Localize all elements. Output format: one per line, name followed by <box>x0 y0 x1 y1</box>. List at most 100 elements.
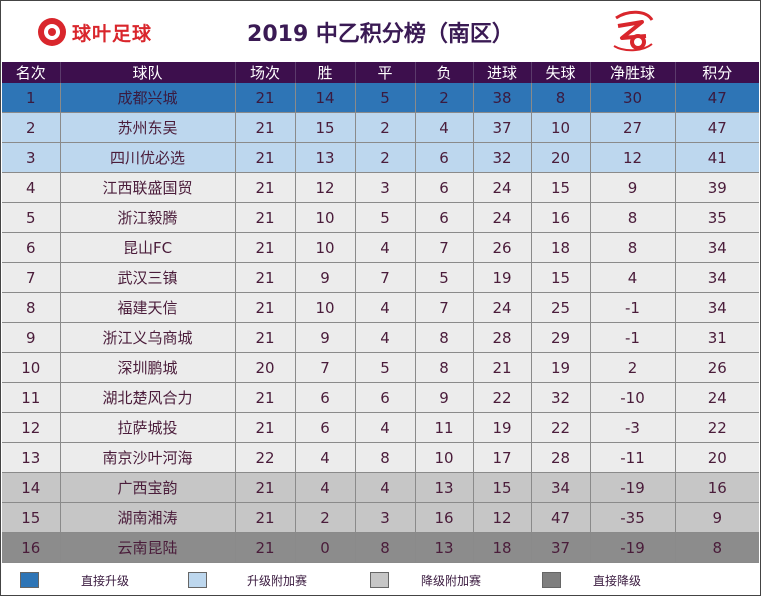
cell-rank: 1 <box>2 83 61 113</box>
cell-win: 6 <box>295 412 356 443</box>
legend-swatch <box>188 572 207 588</box>
cell-pts: 47 <box>675 112 759 143</box>
cell-ga: 37 <box>531 532 591 563</box>
cell-rank: 13 <box>2 442 61 473</box>
cell-gf: 24 <box>473 172 532 203</box>
cell-gd: 2 <box>590 352 676 383</box>
table-row: 8 福建天信 21 10 4 7 24 25 -1 34 <box>2 292 759 323</box>
cell-pts: 34 <box>675 232 759 263</box>
cell-team: 拉萨城投 <box>60 412 236 443</box>
brand-logo: 球叶足球 <box>38 14 152 50</box>
cell-pts: 35 <box>675 202 759 233</box>
cell-draw: 7 <box>355 262 416 293</box>
cell-pts: 34 <box>675 262 759 293</box>
cell-pts: 31 <box>675 322 759 353</box>
cell-played: 21 <box>235 142 296 173</box>
cell-played: 21 <box>235 112 296 143</box>
cell-team: 深圳鹏城 <box>60 352 236 383</box>
cell-pts: 34 <box>675 292 759 323</box>
cell-win: 15 <box>295 112 356 143</box>
cell-ga: 28 <box>531 442 591 473</box>
column-header: 积分 <box>675 62 759 83</box>
cell-win: 13 <box>295 142 356 173</box>
table-row: 3 四川优必选 21 13 2 6 32 20 12 41 <box>2 142 759 173</box>
cell-team: 湖北楚风合力 <box>60 382 236 413</box>
cell-gf: 15 <box>473 472 532 503</box>
table-row: 9 浙江义乌商城 21 9 4 8 28 29 -1 31 <box>2 322 759 353</box>
table-row: 14 广西宝韵 21 4 4 13 15 34 -19 16 <box>2 472 759 503</box>
legend-label: 直接降级 <box>593 573 642 588</box>
cell-played: 20 <box>235 352 296 383</box>
cell-gd: 8 <box>590 202 676 233</box>
cell-played: 21 <box>235 382 296 413</box>
cell-ga: 20 <box>531 142 591 173</box>
cell-draw: 3 <box>355 502 416 533</box>
cell-played: 21 <box>235 412 296 443</box>
cell-pts: 47 <box>675 83 759 113</box>
cell-ga: 15 <box>531 172 591 203</box>
cell-win: 14 <box>295 83 356 113</box>
cell-team: 南京沙叶河海 <box>60 442 236 473</box>
cell-gd: -11 <box>590 442 676 473</box>
column-header: 场次 <box>235 62 296 83</box>
cell-team: 成都兴城 <box>60 83 236 113</box>
cell-draw: 8 <box>355 532 416 563</box>
cell-loss: 13 <box>415 472 474 503</box>
cell-gd: -1 <box>590 322 676 353</box>
cell-team: 四川优必选 <box>60 142 236 173</box>
cell-ga: 47 <box>531 502 591 533</box>
cell-played: 21 <box>235 532 296 563</box>
cell-ga: 19 <box>531 352 591 383</box>
cell-gd: -19 <box>590 472 676 503</box>
league-emblem-icon <box>613 10 654 52</box>
table-row: 12 拉萨城投 21 6 4 11 19 22 -3 22 <box>2 412 759 443</box>
cell-draw: 4 <box>355 292 416 323</box>
table-header-row: 名次 球队 场次胜平负进球 失球 净胜球 积分 <box>2 62 759 83</box>
cell-rank: 6 <box>2 232 61 263</box>
cell-gf: 32 <box>473 142 532 173</box>
cell-gf: 19 <box>473 262 532 293</box>
cell-played: 21 <box>235 472 296 503</box>
cell-gd: 12 <box>590 142 676 173</box>
cell-gf: 19 <box>473 412 532 443</box>
cell-rank: 8 <box>2 292 61 323</box>
cell-draw: 5 <box>355 202 416 233</box>
cell-pts: 20 <box>675 442 759 473</box>
cell-gd: 27 <box>590 112 676 143</box>
legend-swatch <box>370 572 389 588</box>
cell-ga: 8 <box>531 83 591 113</box>
cell-rank: 16 <box>2 532 61 563</box>
table-body: 1 成都兴城 21 14 5 2 38 8 30 47 2 苏州东吴 21 15 2 4 37 10 27 47 3 四川… <box>2 83 759 563</box>
cell-played: 21 <box>235 262 296 293</box>
cell-gf: 37 <box>473 112 532 143</box>
cell-ga: 18 <box>531 232 591 263</box>
cell-win: 9 <box>295 262 356 293</box>
cell-team: 武汉三镇 <box>60 262 236 293</box>
table-row: 13 南京沙叶河海 22 4 8 10 17 28 -11 20 <box>2 442 759 473</box>
cell-draw: 3 <box>355 172 416 203</box>
cell-played: 21 <box>235 232 296 263</box>
cell-loss: 7 <box>415 292 474 323</box>
cell-loss: 11 <box>415 412 474 443</box>
legend-item: 直接降级 <box>542 571 641 589</box>
cell-loss: 6 <box>415 172 474 203</box>
cell-rank: 5 <box>2 202 61 233</box>
table-row: 7 武汉三镇 21 9 7 5 19 15 4 34 <box>2 262 759 293</box>
cell-gd: 4 <box>590 262 676 293</box>
cell-loss: 6 <box>415 202 474 233</box>
cell-pts: 39 <box>675 172 759 203</box>
cell-rank: 14 <box>2 472 61 503</box>
table-row: 1 成都兴城 21 14 5 2 38 8 30 47 <box>2 83 759 113</box>
column-header: 失球 <box>531 62 591 83</box>
cell-win: 4 <box>295 472 356 503</box>
column-header: 平 <box>355 62 416 83</box>
cell-played: 21 <box>235 83 296 113</box>
cell-draw: 2 <box>355 112 416 143</box>
column-header: 胜 <box>295 62 356 83</box>
cell-gf: 24 <box>473 292 532 323</box>
cell-played: 21 <box>235 172 296 203</box>
cell-pts: 9 <box>675 502 759 533</box>
cell-win: 10 <box>295 292 356 323</box>
cell-rank: 15 <box>2 502 61 533</box>
